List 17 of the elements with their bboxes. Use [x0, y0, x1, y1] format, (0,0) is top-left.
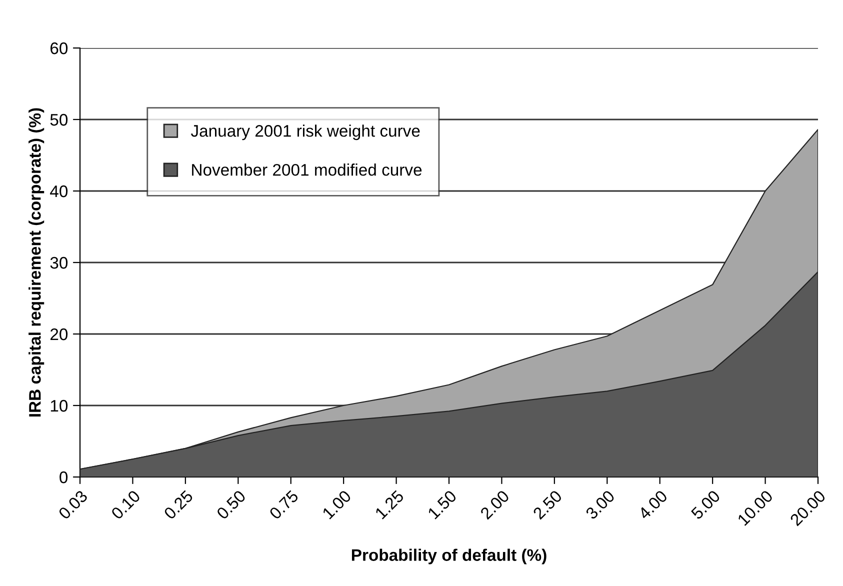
y-tick-label: 20: [50, 328, 68, 340]
x-tick-label: 4.00: [638, 490, 668, 520]
legend-label: January 2001 risk weight curve: [190, 124, 420, 140]
y-tick-label: 60: [50, 42, 68, 54]
y-tick-label: 0: [60, 471, 68, 484]
y-tick-label: 30: [50, 256, 68, 269]
y-tick-label: 10: [50, 400, 68, 412]
y-tick-label: 50: [50, 114, 68, 126]
y-axis-title: IRB capital requirement (corporate) (%): [28, 108, 44, 416]
x-tick-label: 3.00: [584, 490, 616, 520]
x-axis-title: Probability of default (%): [352, 548, 546, 564]
x-tick-label: 0.50: [216, 490, 246, 520]
x-tick-label: 0.03: [58, 490, 88, 520]
legend-label: November 2001 modified curve: [192, 164, 422, 176]
y-tick-label: 40: [50, 185, 68, 198]
x-tick-label: 5.00: [690, 490, 721, 520]
x-tick-label: 0.10: [110, 490, 141, 520]
